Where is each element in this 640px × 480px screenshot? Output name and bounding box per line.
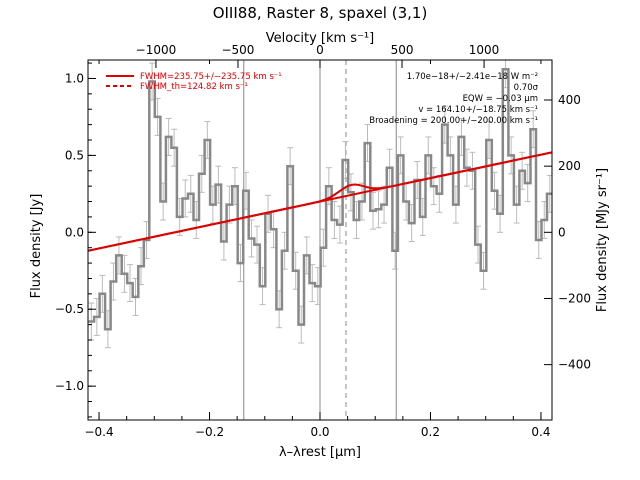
top-tick-label: 500: [391, 43, 414, 57]
annotation-text: Broadening = 200.00+/−200.00 km s⁻¹: [369, 116, 538, 126]
right-tick-label: 0: [558, 225, 566, 239]
top-axis-label: Velocity [km s⁻¹]: [266, 31, 374, 46]
annotation-text: 1.70e−18+/−2.41e−18 W m⁻²: [407, 72, 538, 82]
y-tick-label: −1.0: [55, 379, 84, 393]
top-tick-label: −500: [221, 43, 254, 57]
x-tick-label: 0.2: [421, 425, 440, 439]
top-tick-label: −1000: [136, 43, 177, 57]
x-axis-label: λ–λrest [μm]: [279, 445, 361, 460]
y-tick-label: 0.5: [65, 148, 84, 162]
right-tick-label: 400: [558, 93, 581, 107]
data-series-step: [88, 67, 552, 331]
chart-title: OIII88, Raster 8, spaxel (3,1): [213, 4, 428, 22]
right-axis-label: Flux density [MJy sr⁻¹]: [595, 168, 610, 312]
right-tick-label: −400: [558, 358, 591, 372]
annotation-text: EQW = −0.03 μm: [463, 94, 538, 104]
top-tick-label: 0: [316, 43, 324, 57]
right-tick-label: −200: [558, 291, 591, 305]
y-tick-label: 0.0: [65, 225, 84, 239]
y-axis-label: Flux density [Jy]: [29, 194, 44, 299]
right-tick-label: 200: [558, 159, 581, 173]
x-tick-label: −0.4: [84, 425, 113, 439]
plot-inner: [88, 60, 552, 420]
top-tick-label: 1000: [469, 43, 500, 57]
x-tick-label: −0.2: [195, 425, 224, 439]
plot-area: −0.4 −0.2 0.0 0.2 0.4 −1000 −500 0 500 1000 −1.0 −0…: [55, 43, 591, 439]
y-tick-label: −0.5: [55, 302, 84, 316]
legend-label: FWHM_th=124.82 km s⁻¹: [140, 82, 248, 92]
gaussian-fit-line: [88, 151, 552, 252]
annotation-text: 0.70σ: [514, 83, 539, 93]
legend-label: FWHM=235.75+/−235.75 km s⁻¹: [140, 72, 282, 82]
x-tick-label: 0.4: [531, 425, 550, 439]
y-tick-label: 1.0: [65, 71, 84, 85]
x-tick-label: 0.0: [310, 425, 329, 439]
annotation-text: v = 164.10+/−18.75 km s⁻¹: [418, 105, 538, 115]
